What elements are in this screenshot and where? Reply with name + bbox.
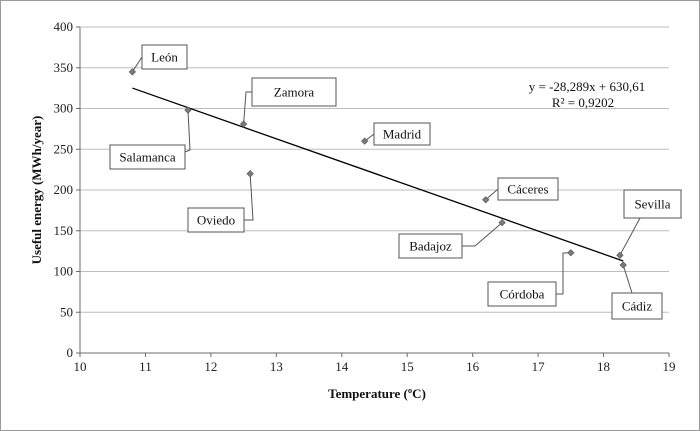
callout-box — [109, 144, 186, 170]
callout-box — [623, 189, 682, 219]
callout-box — [611, 292, 663, 320]
x-axis-title: Temperature (ºC) — [328, 386, 426, 401]
data-point-marker — [619, 261, 627, 269]
data-point-marker — [361, 137, 369, 145]
callout-leader — [243, 91, 252, 125]
x-tick-label: 17 — [532, 359, 546, 374]
data-point-marker — [616, 251, 624, 259]
x-tick-label: 16 — [466, 359, 480, 374]
callout-leader — [622, 264, 633, 294]
y-tick-label: 50 — [60, 304, 73, 319]
callouts: León Salamanca Zamora Oviedo Madrid Cáceres Ba… — [109, 44, 682, 320]
callout-box — [141, 44, 188, 70]
x-tick-label: 11 — [139, 359, 152, 374]
callout-leader — [462, 222, 503, 247]
data-point-marker — [498, 218, 506, 227]
callout-leader — [619, 217, 641, 256]
y-axis-ticks: 0 50 100 150 200 250 300 350 400 — [54, 19, 80, 360]
data-point-marker — [567, 249, 575, 257]
callout-label: Oviedo — [197, 213, 235, 228]
callout-leader — [244, 173, 254, 221]
trendline-equation: y = -28,289x + 630,61 — [529, 79, 646, 94]
x-tick-label: 19 — [663, 359, 676, 374]
trendline — [132, 87, 624, 262]
x-tick-label: 15 — [401, 359, 414, 374]
callout-label: Zamora — [274, 85, 315, 100]
callout-label: Cádiz — [622, 299, 653, 314]
y-tick-label: 350 — [54, 60, 74, 75]
callout-box — [398, 233, 463, 259]
callout-label: León — [151, 50, 178, 65]
callout-box — [251, 77, 337, 107]
x-tick-label: 14 — [335, 359, 349, 374]
callout-box — [187, 207, 245, 233]
data-point-marker — [482, 196, 490, 204]
y-tick-label: 400 — [54, 19, 74, 34]
x-tick-label: 18 — [597, 359, 610, 374]
callout-label: Salamanca — [119, 150, 176, 165]
callout-box — [373, 122, 431, 146]
x-tick-label: 13 — [270, 359, 283, 374]
data-point-marker — [128, 68, 136, 76]
callout-box — [487, 281, 557, 307]
data-point-marker — [184, 106, 192, 114]
callout-leader — [184, 110, 191, 153]
y-tick-label: 300 — [54, 101, 74, 116]
y-tick-label: 0 — [67, 345, 74, 360]
trendline-group — [132, 87, 624, 262]
y-axis-title: Useful energy (MWh/year) — [29, 116, 44, 265]
callout-label: Sevilla — [634, 197, 670, 212]
callout-leader — [131, 56, 143, 73]
callout-leader — [556, 252, 571, 295]
data-point-marker — [239, 120, 248, 128]
callout-leader — [485, 188, 499, 201]
callout-label: Córdoba — [500, 287, 545, 302]
callout-label: Badajoz — [409, 239, 452, 254]
callout-leaders — [131, 56, 641, 295]
callout-label: Cáceres — [507, 182, 548, 197]
data-markers — [128, 68, 627, 269]
data-point-marker — [246, 170, 254, 178]
x-tick-label: 12 — [204, 359, 217, 374]
grid-lines — [80, 26, 669, 313]
y-tick-label: 250 — [54, 141, 74, 156]
y-tick-label: 200 — [54, 182, 74, 197]
y-tick-label: 100 — [54, 264, 74, 279]
callout-box — [497, 177, 559, 201]
y-tick-label: 150 — [54, 223, 74, 238]
callout-label: Madrid — [383, 127, 422, 142]
trendline-r-squared: R² = 0,9202 — [552, 95, 614, 110]
x-axis-ticks: 10 11 12 13 14 15 16 17 18 19 — [74, 353, 676, 374]
x-tick-label: 10 — [74, 359, 87, 374]
